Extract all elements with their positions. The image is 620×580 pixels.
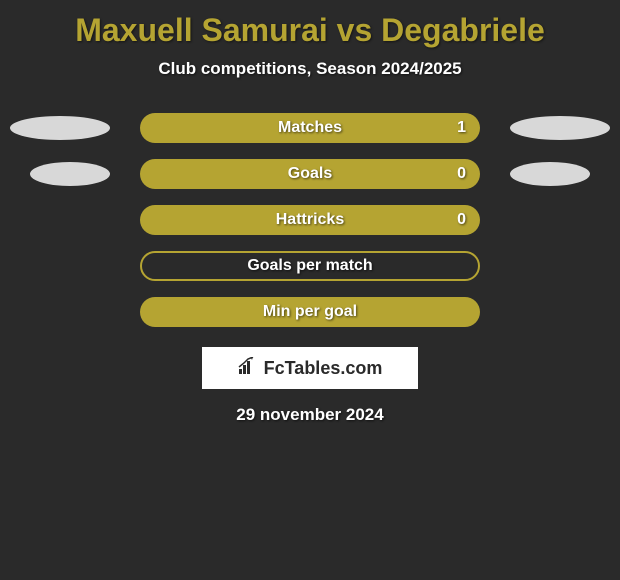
chart-icon xyxy=(238,357,258,380)
stat-row-goals: Goals 0 xyxy=(0,159,620,189)
player1-placeholder-ellipse xyxy=(30,162,110,186)
comparison-widget: Maxuell Samurai vs Degabriele Club compe… xyxy=(0,12,620,580)
stat-row-goals-per-match: Goals per match xyxy=(0,251,620,281)
stat-value: 0 xyxy=(457,165,466,183)
stat-value: 1 xyxy=(457,119,466,137)
stat-label: Goals xyxy=(288,165,332,183)
player2-placeholder-ellipse xyxy=(510,162,590,186)
stats-area: Matches 1 Goals 0 Hattricks 0 Goals per … xyxy=(0,113,620,327)
player2-placeholder-ellipse xyxy=(510,116,610,140)
logo-text: FcTables.com xyxy=(264,358,383,379)
stat-value: 0 xyxy=(457,211,466,229)
stat-bar-hattricks: Hattricks 0 xyxy=(140,205,480,235)
stat-label: Min per goal xyxy=(263,303,357,321)
stat-label: Matches xyxy=(278,119,342,137)
page-title: Maxuell Samurai vs Degabriele xyxy=(0,12,620,49)
player1-placeholder-ellipse xyxy=(10,116,110,140)
stat-label: Hattricks xyxy=(276,211,344,229)
fctables-logo[interactable]: FcTables.com xyxy=(202,347,418,389)
stat-bar-matches: Matches 1 xyxy=(140,113,480,143)
stat-bar-min-per-goal: Min per goal xyxy=(140,297,480,327)
stat-label: Goals per match xyxy=(247,257,372,275)
snapshot-date: 29 november 2024 xyxy=(0,405,620,425)
stat-row-hattricks: Hattricks 0 xyxy=(0,205,620,235)
stat-row-min-per-goal: Min per goal xyxy=(0,297,620,327)
season-subtitle: Club competitions, Season 2024/2025 xyxy=(0,59,620,79)
stat-bar-goals-per-match: Goals per match xyxy=(140,251,480,281)
stat-row-matches: Matches 1 xyxy=(0,113,620,143)
stat-bar-goals: Goals 0 xyxy=(140,159,480,189)
